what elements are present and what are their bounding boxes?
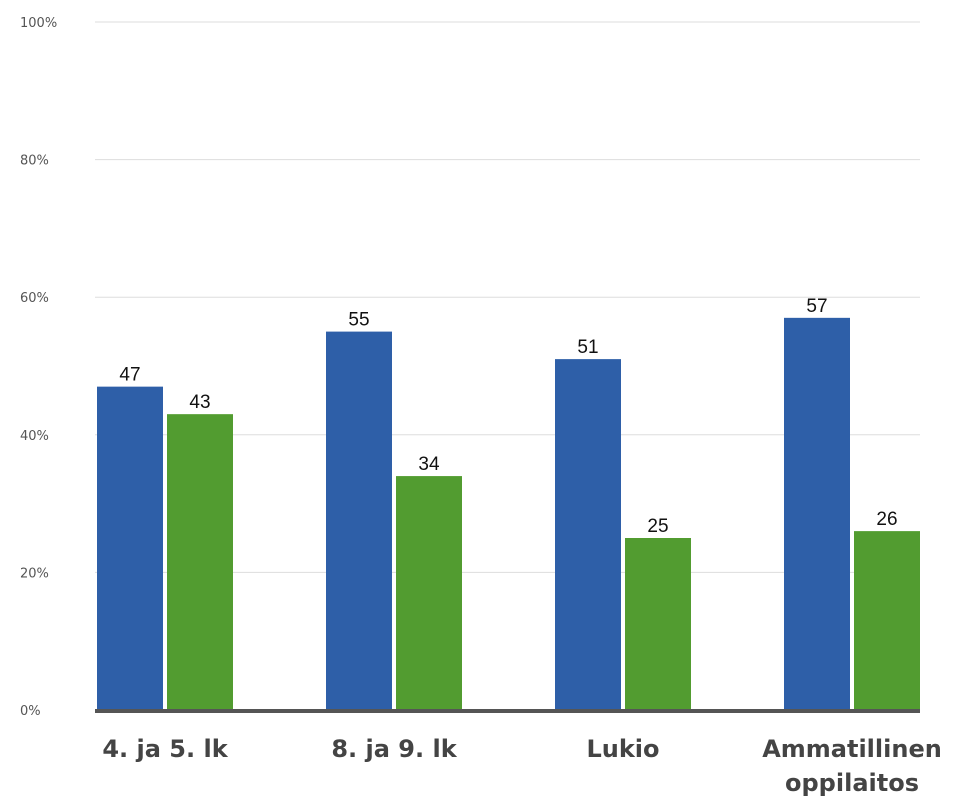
bar [784,317,850,710]
bars [97,317,920,710]
data-label: 26 [876,509,897,530]
data-label: 43 [189,392,210,413]
data-label: 25 [647,516,668,537]
bar [396,476,462,710]
data-label: 57 [806,296,827,317]
y-tick-label: 100% [20,16,57,31]
bar [625,538,691,710]
x-tick-label: Ammatillinen oppilaitos [762,735,942,797]
bar [854,531,920,710]
bar [97,386,163,710]
bar [326,331,392,710]
category-labels: 4. ja 5. lk 8. ja 9. lk Lukio Ammatillinen o… [102,735,941,797]
data-label: 51 [577,337,598,358]
value-labels: 47 55 51 57 43 34 25 26 [119,296,897,537]
x-tick-label: 4. ja 5. lk [102,735,228,763]
y-tick-label: 0% [20,704,41,719]
y-tick-label: 20% [20,566,49,581]
y-tick-label: 40% [20,429,49,444]
data-label: 55 [348,310,369,331]
y-tick-label: 80% [20,154,49,169]
bar [167,414,233,710]
data-label: 47 [119,365,140,386]
x-tick-label: 8. ja 9. lk [331,735,457,763]
x-tick-label: Lukio [586,735,659,763]
y-axis-ticks: 0% 20% 40% 60% 80% 100% [20,16,57,719]
data-label: 34 [418,454,440,475]
bar [555,359,621,710]
y-tick-label: 60% [20,291,49,306]
